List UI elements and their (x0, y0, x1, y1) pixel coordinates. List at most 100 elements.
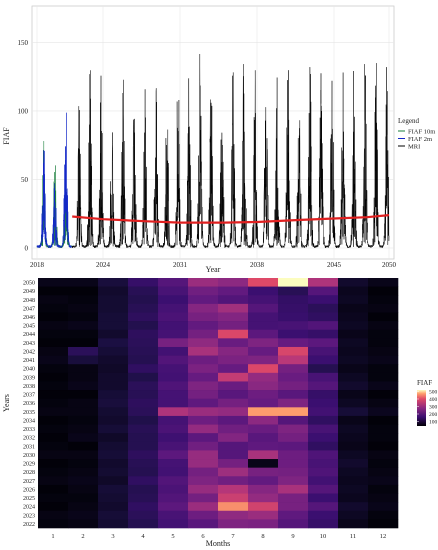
heatmap-cell (68, 390, 99, 399)
heatmap-x-tick-label: 3 (111, 533, 114, 540)
heatmap-cell (38, 295, 69, 305)
heatmap-cell (38, 519, 69, 529)
series-line-mri (71, 53, 390, 249)
heatmap-cell (68, 459, 99, 468)
heatmap-cell (218, 338, 249, 348)
line-series-layer (36, 53, 390, 249)
heatmap-cell (338, 502, 369, 512)
heatmap-cell (68, 338, 99, 348)
heatmap-x-tick-label: 6 (201, 533, 205, 540)
heatmap-cell (248, 493, 279, 503)
heatmap-cell (98, 312, 129, 322)
heatmap-cell (278, 372, 309, 382)
heatmap-cell (248, 510, 279, 520)
heatmap-cell (338, 433, 369, 443)
heatmap-cell (188, 278, 219, 287)
heatmap-cell (338, 519, 369, 529)
heatmap-y-tick-label: 2041 (23, 358, 35, 364)
heatmap-cell (248, 519, 279, 529)
heatmap-cell (338, 459, 369, 468)
heatmap-x-tick-label: 9 (291, 533, 294, 540)
heatmap-cell (278, 381, 309, 391)
heatmap-y-tick-label: 2031 (23, 444, 35, 450)
legend-item-label: MRI (408, 143, 420, 150)
heatmap-y-axis-label: Years (2, 394, 11, 412)
heatmap-x-tick-label: 7 (231, 533, 235, 540)
heatmap-y-tick-label: 2029 (23, 462, 35, 468)
heatmap-cell (338, 467, 369, 477)
heatmap-cell (278, 398, 309, 408)
heatmap-cell (278, 484, 309, 494)
heatmap-cell (218, 329, 249, 339)
heatmap-cell (158, 303, 189, 313)
heatmap-cell (308, 372, 339, 382)
heatmap-cell (338, 329, 369, 339)
line-x-axis-label: Year (206, 265, 221, 274)
heatmap-chart: 2050 2049 2048 2047 2046 2045 2044 2043 2042 2041… (2, 278, 438, 548)
heatmap-cell (248, 441, 279, 451)
heatmap-y-tick-label: 2044 (23, 332, 35, 338)
heatmap-cell (68, 372, 99, 382)
heatmap-cell (338, 484, 369, 494)
heatmap-cell (218, 407, 249, 417)
heatmap-cell (338, 295, 369, 305)
heatmap-cell (68, 346, 99, 356)
heatmap-cell (218, 321, 249, 331)
heatmap-cell (188, 459, 219, 468)
heatmap-cell (368, 398, 399, 408)
heatmap-cell (188, 424, 219, 434)
heatmap-cell (368, 303, 399, 313)
heatmap-y-tick-label: 2028 (23, 470, 35, 476)
heatmap-cell (278, 364, 309, 374)
heatmap-cell (368, 502, 399, 512)
heatmap-cell (248, 312, 279, 322)
heatmap-cell (98, 484, 129, 494)
heatmap-cell (158, 355, 189, 365)
heatmap-cell (338, 364, 369, 374)
heatmap-cell (188, 502, 219, 512)
heatmap-cell (38, 286, 69, 296)
heatmap-cell (248, 364, 279, 374)
heatmap-cell (158, 372, 189, 382)
heatmap-cell (158, 286, 189, 296)
heatmap-cell (98, 407, 129, 417)
line-y-tick-label: 150 (18, 39, 29, 47)
heatmap-cell (368, 312, 399, 322)
heatmap-y-tick-label: 2043 (23, 341, 35, 347)
heatmap-cell (98, 278, 129, 287)
line-y-axis-label: FIAF (2, 127, 11, 145)
heatmap-cell (278, 433, 309, 443)
heatmap-cell (308, 476, 339, 486)
heatmap-cell (368, 372, 399, 382)
line-x-tick-label: 2045 (327, 261, 342, 269)
line-x-ticks: 2018 2024 2031 2038 2045 2050 (30, 261, 397, 269)
heatmap-cell (308, 441, 339, 451)
heatmap-cell (158, 295, 189, 305)
heatmap-cell (248, 338, 279, 348)
heatmap-cell (218, 355, 249, 365)
heatmap-cell (68, 329, 99, 339)
heatmap-x-tick-label: 8 (261, 533, 264, 540)
heatmap-cell (368, 278, 399, 287)
heatmap-cell (278, 424, 309, 434)
heatmap-cell (128, 364, 159, 374)
line-x-tick-label: 2038 (250, 261, 265, 269)
heatmap-y-tick-label: 2042 (23, 350, 35, 356)
heatmap-cell (38, 459, 69, 468)
heatmap-cell (128, 295, 159, 305)
heatmap-y-tick-label: 2033 (23, 427, 35, 433)
heatmap-cell (278, 355, 309, 365)
heatmap-y-tick-label: 2045 (23, 324, 35, 330)
heatmap-cell (368, 424, 399, 434)
heatmap-cell (278, 450, 309, 460)
heatmap-cell (218, 450, 249, 460)
heatmap-cell (128, 329, 159, 339)
heatmap-cell (218, 467, 249, 477)
heatmap-cell (248, 398, 279, 408)
heatmap-cell (248, 286, 279, 296)
heatmap-cell (128, 493, 159, 503)
heatmap-y-tick-label: 2023 (23, 513, 35, 519)
heatmap-cell (338, 407, 369, 417)
heatmap-cell (308, 303, 339, 313)
